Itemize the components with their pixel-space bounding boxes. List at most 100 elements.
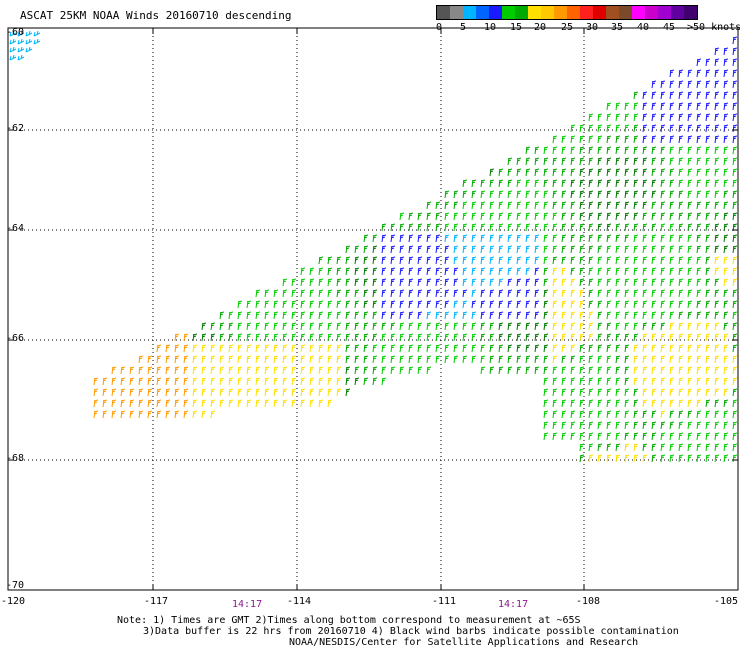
wind-barb	[417, 333, 423, 342]
wind-barb	[363, 245, 369, 254]
wind-barb	[336, 355, 342, 364]
wind-barb	[705, 454, 711, 463]
wind-barb	[534, 322, 540, 331]
wind-barb	[678, 223, 684, 232]
wind-barb	[390, 234, 396, 243]
wind-barb	[525, 201, 531, 210]
wind-barb	[588, 146, 594, 155]
wind-barb	[606, 201, 612, 210]
wind-barb	[354, 300, 360, 309]
wind-barb	[660, 102, 666, 111]
wind-barb	[642, 322, 648, 331]
wind-barb	[336, 311, 342, 320]
wind-barb	[642, 179, 648, 188]
wind-barb	[588, 366, 594, 375]
wind-barb	[453, 234, 459, 243]
wind-barb	[579, 421, 585, 430]
wind-barb	[642, 432, 648, 441]
wind-barb	[651, 91, 657, 100]
wind-barb	[705, 69, 711, 78]
wind-barb	[678, 146, 684, 155]
wind-barb	[570, 311, 576, 320]
wind-barb	[687, 91, 693, 100]
wind-barb	[651, 113, 657, 122]
wind-barb	[696, 113, 702, 122]
wind-barb	[444, 289, 450, 298]
wind-barb	[543, 311, 549, 320]
wind-barb	[669, 267, 675, 276]
wind-barb	[444, 322, 450, 331]
wind-barb	[219, 344, 225, 353]
wind-barb	[678, 432, 684, 441]
wind-barb	[201, 366, 207, 375]
wind-barb	[336, 267, 342, 276]
wind-barb	[552, 157, 558, 166]
wind-barb	[399, 355, 405, 364]
wind-barb	[705, 344, 711, 353]
wind-barb	[291, 366, 297, 375]
wind-barb	[606, 355, 612, 364]
wind-barb	[543, 322, 549, 331]
wind-barb	[462, 201, 468, 210]
wind-barb	[624, 223, 630, 232]
wind-barb	[669, 157, 675, 166]
wind-barb	[192, 399, 198, 408]
wind-barb	[660, 432, 666, 441]
wind-barb	[714, 256, 720, 265]
scale-swatch	[645, 6, 658, 19]
wind-barb	[687, 278, 693, 287]
wind-barb	[597, 201, 603, 210]
wind-barb	[696, 300, 702, 309]
wind-barb	[9, 46, 17, 53]
wind-barb	[138, 410, 144, 419]
wind-barb	[732, 454, 738, 463]
wind-barb	[633, 234, 639, 243]
wind-barb	[372, 377, 378, 386]
wind-barb	[102, 399, 108, 408]
wind-barb	[516, 212, 522, 221]
wind-barb	[273, 311, 279, 320]
wind-barb	[480, 212, 486, 221]
wind-barb	[651, 322, 657, 331]
wind-barb	[498, 212, 504, 221]
wind-barb	[318, 355, 324, 364]
wind-barb	[669, 201, 675, 210]
wind-barb	[597, 399, 603, 408]
wind-barb	[300, 355, 306, 364]
wind-barb	[642, 443, 648, 452]
wind-barb	[543, 234, 549, 243]
wind-barb	[534, 168, 540, 177]
wind-barb	[552, 322, 558, 331]
wind-barb	[25, 30, 33, 37]
wind-barb	[696, 289, 702, 298]
wind-barb	[327, 377, 333, 386]
wind-barb	[705, 399, 711, 408]
wind-barb	[336, 300, 342, 309]
wind-barb	[363, 234, 369, 243]
wind-barb	[705, 289, 711, 298]
wind-barb	[471, 300, 477, 309]
wind-barb	[660, 300, 666, 309]
wind-barb	[696, 311, 702, 320]
wind-barb	[696, 91, 702, 100]
wind-barb	[444, 333, 450, 342]
wind-barb	[687, 410, 693, 419]
wind-barb	[435, 201, 441, 210]
wind-barb	[435, 256, 441, 265]
wind-barb	[561, 135, 567, 144]
wind-barb	[606, 256, 612, 265]
wind-barb	[651, 190, 657, 199]
wind-barb	[534, 234, 540, 243]
wind-barb	[678, 212, 684, 221]
wind-barb	[507, 366, 513, 375]
wind-barb	[642, 355, 648, 364]
wind-barb	[489, 289, 495, 298]
wind-barb	[570, 432, 576, 441]
wind-barb	[462, 212, 468, 221]
wind-barb	[525, 223, 531, 232]
wind-barb	[489, 190, 495, 199]
wind-barb	[381, 355, 387, 364]
lat-label: -70	[6, 580, 25, 591]
wind-barb	[723, 432, 729, 441]
wind-barb	[471, 311, 477, 320]
